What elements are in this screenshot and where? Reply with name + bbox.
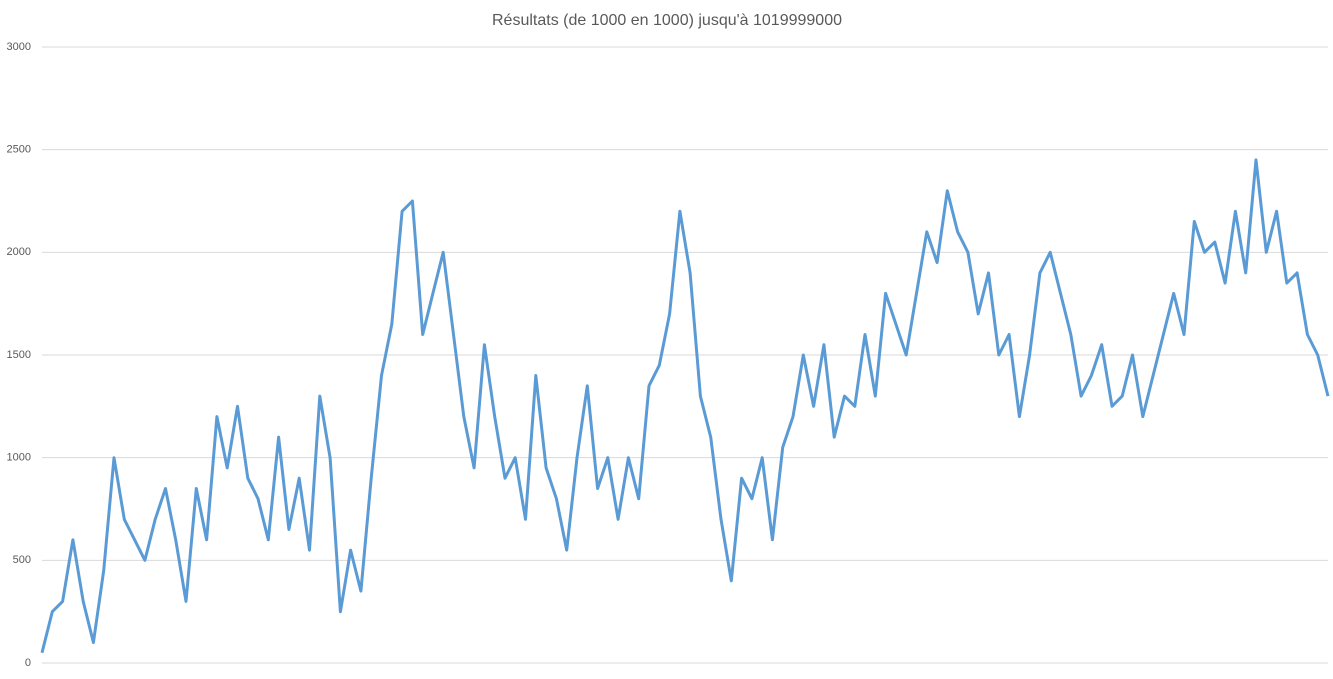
y-tick-label: 2500 [7,144,31,156]
y-tick-label: 3000 [7,41,31,53]
chart-title: Résultats (de 1000 en 1000) jusqu'à 1019… [492,12,842,29]
y-tick-label: 1000 [7,452,31,464]
data-line [40,158,1330,654]
y-tick-label: 0 [25,657,31,669]
y-tick-label: 1500 [7,349,31,361]
y-tick-label: 500 [13,554,31,566]
y-tick-label: 2000 [7,246,31,258]
